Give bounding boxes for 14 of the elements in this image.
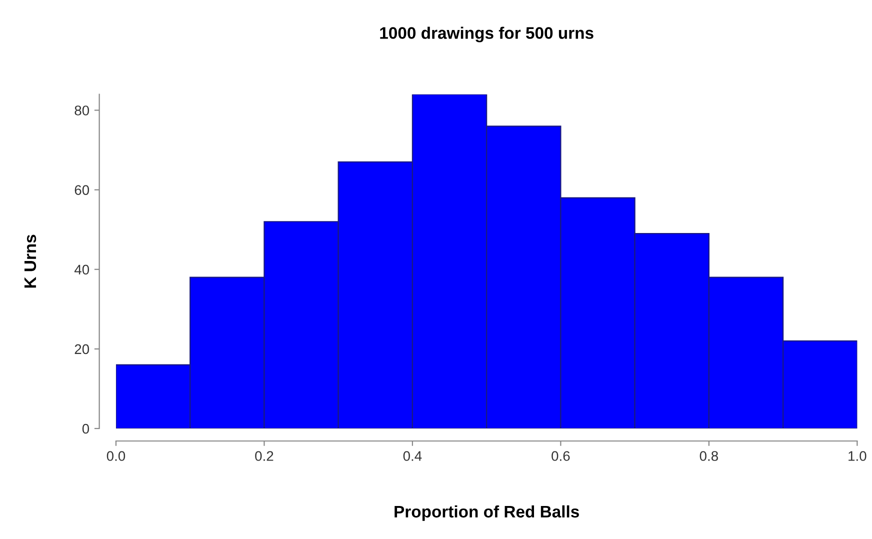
y-axis-title: K Urns xyxy=(24,234,36,288)
x-tick-label: 0.6 xyxy=(552,451,570,461)
y-tick-label: 20 xyxy=(74,344,90,354)
x-tick-label: 1.0 xyxy=(848,451,866,461)
x-axis-title: Proportion of Red Balls xyxy=(394,505,579,521)
x-tick-label: 0.0 xyxy=(106,451,126,461)
chart-title: 1000 drawings for 500 urns xyxy=(380,26,594,42)
y-tick-label: 80 xyxy=(74,106,90,116)
y-tick-label: 40 xyxy=(74,264,90,275)
x-tick-label: 0.2 xyxy=(255,451,274,461)
x-tick-label: 0.8 xyxy=(700,451,718,461)
y-tick-label: 0 xyxy=(82,424,90,434)
x-tick-label: 0.4 xyxy=(403,451,422,461)
y-tick-label: 60 xyxy=(74,185,90,195)
